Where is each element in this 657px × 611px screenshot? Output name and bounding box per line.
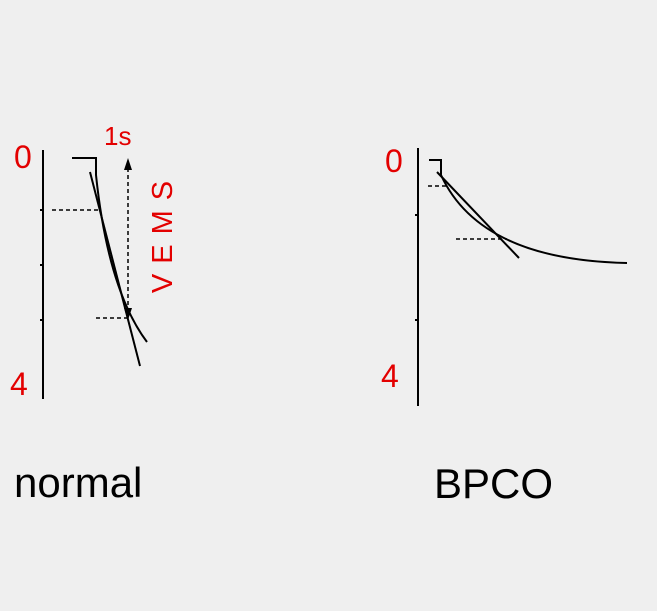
axis-bottom-label: 4 — [10, 366, 28, 402]
caption: normal — [14, 459, 142, 506]
vems-label: VEMS — [147, 171, 179, 293]
axis-top-label: 0 — [385, 143, 403, 179]
panel-normal: 0 4 1s VEMS normal — [10, 121, 179, 506]
panel-bpco: 0 4 BPCO — [381, 143, 628, 507]
tangent-line — [89, 171, 141, 367]
axis-top-label: 0 — [14, 139, 32, 175]
caption: BPCO — [434, 460, 553, 507]
tangent-line — [436, 171, 520, 259]
axis-bottom-label: 4 — [381, 358, 399, 394]
time-label: 1s — [104, 121, 131, 151]
expiration-curve — [72, 157, 148, 343]
